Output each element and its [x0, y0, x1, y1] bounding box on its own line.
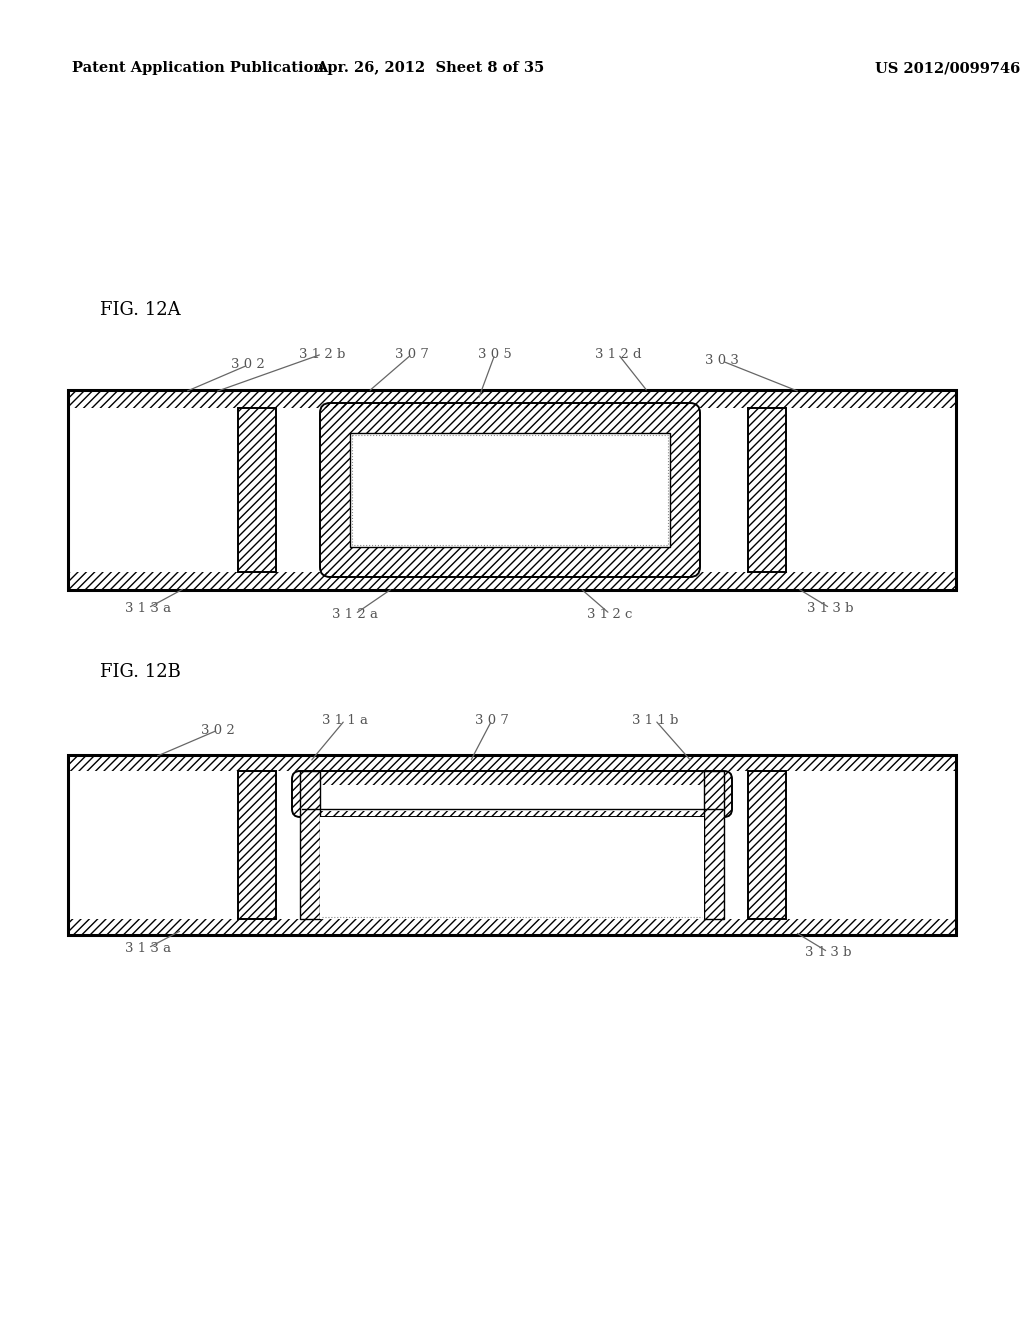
Text: FIG. 12A: FIG. 12A: [100, 301, 180, 319]
Text: 3 0 3: 3 0 3: [706, 355, 739, 367]
Text: 3 1 3 b: 3 1 3 b: [807, 602, 853, 615]
Text: 3 0 7: 3 0 7: [395, 347, 429, 360]
FancyBboxPatch shape: [292, 771, 732, 817]
Bar: [68, 572, 956, 590]
Bar: [238, 408, 276, 572]
Text: 3 0 2: 3 0 2: [201, 723, 234, 737]
Bar: [68, 919, 956, 935]
Bar: [748, 408, 786, 572]
Bar: [350, 433, 670, 546]
Text: 3 1 3 a: 3 1 3 a: [125, 602, 171, 615]
Text: 3 1 2 a: 3 1 2 a: [332, 607, 378, 620]
Text: 3 0 2: 3 0 2: [231, 359, 265, 371]
Text: 3 1 2 b: 3 1 2 b: [299, 347, 345, 360]
Bar: [238, 771, 276, 919]
Text: 3 1 3 b: 3 1 3 b: [805, 945, 851, 958]
Text: 3 1 2 d: 3 1 2 d: [595, 347, 641, 360]
Bar: [68, 755, 956, 935]
Text: Apr. 26, 2012  Sheet 8 of 35: Apr. 26, 2012 Sheet 8 of 35: [315, 61, 544, 75]
Bar: [68, 389, 956, 590]
Text: 3 1 2 c: 3 1 2 c: [588, 607, 633, 620]
Bar: [68, 389, 956, 408]
Bar: [319, 817, 705, 919]
Bar: [748, 771, 786, 919]
Text: 3 0 5: 3 0 5: [478, 347, 512, 360]
Text: 3 1 1 b: 3 1 1 b: [632, 714, 678, 726]
Text: 3 0 7: 3 0 7: [475, 714, 509, 726]
Bar: [68, 755, 956, 935]
Bar: [352, 436, 668, 545]
Bar: [68, 389, 956, 590]
Text: 3 1 3 a: 3 1 3 a: [125, 941, 171, 954]
Text: Patent Application Publication: Patent Application Publication: [72, 61, 324, 75]
Bar: [314, 785, 710, 810]
Text: FIG. 12B: FIG. 12B: [100, 663, 181, 681]
Text: 3 1 1 a: 3 1 1 a: [322, 714, 368, 726]
Bar: [68, 755, 956, 771]
Bar: [705, 771, 724, 919]
Text: US 2012/0099746 A1: US 2012/0099746 A1: [874, 61, 1024, 75]
Bar: [300, 771, 319, 919]
